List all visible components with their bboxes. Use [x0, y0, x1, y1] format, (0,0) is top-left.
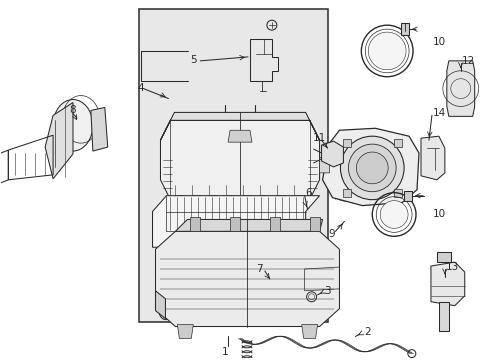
Polygon shape — [342, 139, 350, 147]
Polygon shape — [446, 61, 474, 116]
Polygon shape — [420, 136, 444, 180]
Circle shape — [356, 152, 387, 184]
Polygon shape — [155, 231, 339, 327]
Polygon shape — [45, 103, 73, 179]
Polygon shape — [342, 189, 350, 197]
Polygon shape — [400, 23, 408, 35]
Text: 6: 6 — [305, 188, 312, 198]
Text: 4: 4 — [137, 83, 143, 93]
Text: 8: 8 — [69, 105, 76, 116]
Circle shape — [340, 136, 403, 200]
Circle shape — [347, 144, 395, 192]
Polygon shape — [152, 196, 319, 247]
Text: 14: 14 — [432, 108, 445, 118]
Polygon shape — [309, 217, 319, 231]
Text: 9: 9 — [327, 229, 334, 239]
Polygon shape — [190, 217, 200, 231]
Text: 5: 5 — [190, 55, 196, 65]
Circle shape — [380, 201, 407, 228]
Polygon shape — [430, 262, 464, 306]
Polygon shape — [230, 217, 240, 231]
Polygon shape — [175, 220, 322, 231]
Text: 13: 13 — [445, 262, 458, 272]
Polygon shape — [160, 112, 319, 140]
Polygon shape — [321, 141, 343, 167]
Polygon shape — [91, 107, 107, 151]
Polygon shape — [393, 189, 401, 197]
Text: 12: 12 — [461, 56, 474, 66]
Polygon shape — [227, 130, 251, 142]
Polygon shape — [301, 324, 317, 338]
Polygon shape — [155, 291, 165, 319]
Bar — [138, 9, 327, 321]
Polygon shape — [319, 153, 329, 173]
Polygon shape — [269, 217, 279, 231]
Text: 2: 2 — [364, 328, 370, 337]
Text: 7: 7 — [256, 264, 263, 274]
Polygon shape — [177, 324, 193, 338]
Text: 1: 1 — [222, 347, 228, 357]
Polygon shape — [160, 120, 319, 200]
Text: 3: 3 — [324, 286, 330, 296]
Polygon shape — [403, 191, 411, 201]
Text: 11: 11 — [312, 133, 325, 143]
Text: 10: 10 — [432, 37, 445, 47]
Text: 10: 10 — [432, 208, 445, 219]
Ellipse shape — [53, 99, 93, 151]
Polygon shape — [438, 302, 448, 332]
Circle shape — [367, 32, 405, 70]
Polygon shape — [393, 139, 401, 147]
Polygon shape — [436, 252, 450, 262]
Polygon shape — [322, 128, 418, 206]
Ellipse shape — [158, 298, 172, 320]
